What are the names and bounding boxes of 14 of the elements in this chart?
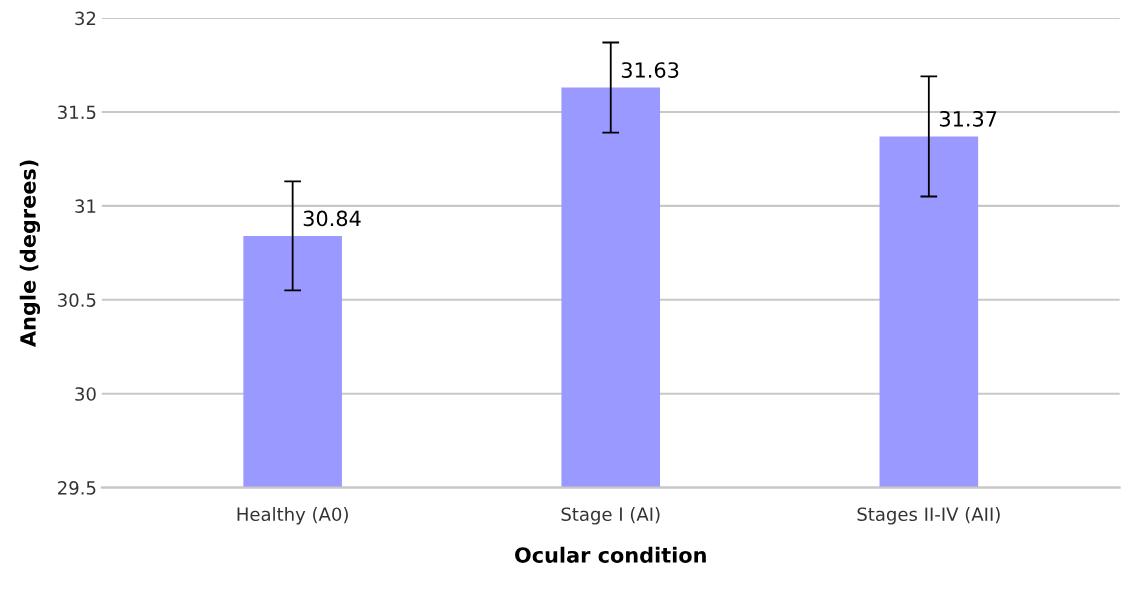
- x-tick-label: Stages II-IV (AII): [857, 507, 1000, 525]
- data-label: 31.37: [939, 110, 997, 127]
- y-tick-label: 31: [75, 199, 96, 213]
- x-tick-label: Healthy (A0): [237, 507, 348, 525]
- y-tick-label: 29.5: [58, 481, 96, 495]
- x-tick-label: Stage I (AI): [561, 507, 660, 525]
- y-tick-label: 30: [75, 387, 96, 401]
- data-label: 30.84: [303, 210, 361, 227]
- y-tick-label: 30.5: [58, 293, 96, 307]
- data-label: 31.63: [621, 62, 679, 78]
- x-axis-title: Ocular condition: [515, 546, 706, 563]
- y-axis-title: Angle (degrees): [19, 160, 41, 347]
- y-tick-label: 31.5: [58, 105, 96, 120]
- y-tick-label: 32: [75, 11, 96, 26]
